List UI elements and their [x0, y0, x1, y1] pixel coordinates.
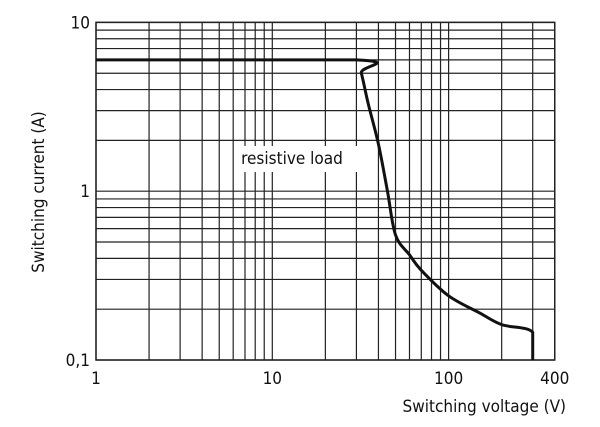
y-tick-label: 10 — [71, 13, 90, 33]
grid — [95, 21, 556, 361]
series-line — [96, 58, 535, 360]
annotation-resistive-load: resistive load — [241, 149, 343, 169]
plot-frame — [95, 21, 556, 361]
x-tick-label: 10 — [263, 369, 282, 389]
y-tick-label: 0,1 — [66, 351, 90, 371]
x-tick-labels: 1 10 100 400 — [91, 369, 569, 389]
annotation-background — [235, 146, 360, 172]
y-tick-label: 1 — [80, 182, 90, 202]
plot-border — [95, 21, 556, 361]
y-axis-label: Switching current (A) — [29, 111, 49, 272]
y-tick-labels: 10 1 0,1 — [66, 13, 90, 371]
x-axis-label: Switching voltage (V) — [403, 397, 566, 417]
x-tick-label: 400 — [540, 369, 569, 389]
x-tick-label: 1 — [91, 369, 101, 389]
x-tick-label: 100 — [434, 369, 463, 389]
